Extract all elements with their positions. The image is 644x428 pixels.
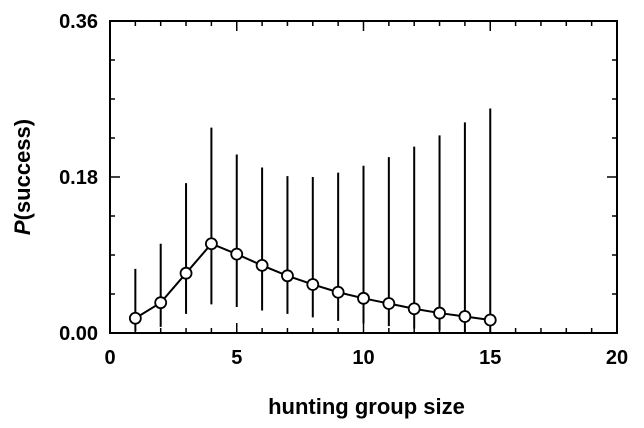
error-bars — [134, 108, 492, 333]
data-point — [154, 296, 168, 310]
y-tick-label: 0.00 — [59, 323, 98, 345]
x-tick-label: 10 — [352, 347, 374, 369]
x-axis-label: hunting group size — [268, 394, 465, 419]
data-point — [204, 237, 218, 251]
data-point — [357, 291, 370, 305]
data-point — [128, 311, 142, 325]
data-point — [433, 306, 446, 320]
x-tick-label: 15 — [479, 347, 501, 369]
y-axis-label-italic: P — [10, 220, 35, 235]
data-point — [483, 313, 497, 327]
data-point — [179, 266, 193, 280]
x-tick-label: 5 — [231, 347, 242, 369]
y-axis-label-rest: (success) — [10, 119, 35, 221]
x-tick-label: 20 — [606, 347, 628, 369]
data-point — [255, 258, 269, 272]
data-point — [458, 310, 472, 323]
data-point — [382, 297, 396, 310]
y-axis-label: P(success) — [10, 119, 35, 235]
tick-labels: 0 5 10 15 20 0.00 0.18 0.36 — [59, 11, 628, 369]
data-point — [331, 285, 345, 299]
data-point — [230, 247, 244, 261]
y-tick-label: 0.18 — [59, 167, 98, 189]
data-point — [306, 278, 320, 291]
data-point — [407, 302, 421, 316]
ticks — [109, 20, 618, 334]
x-tick-label: 0 — [104, 347, 115, 369]
points — [128, 237, 497, 327]
y-tick-label: 0.36 — [59, 11, 98, 33]
data-point — [281, 269, 294, 283]
